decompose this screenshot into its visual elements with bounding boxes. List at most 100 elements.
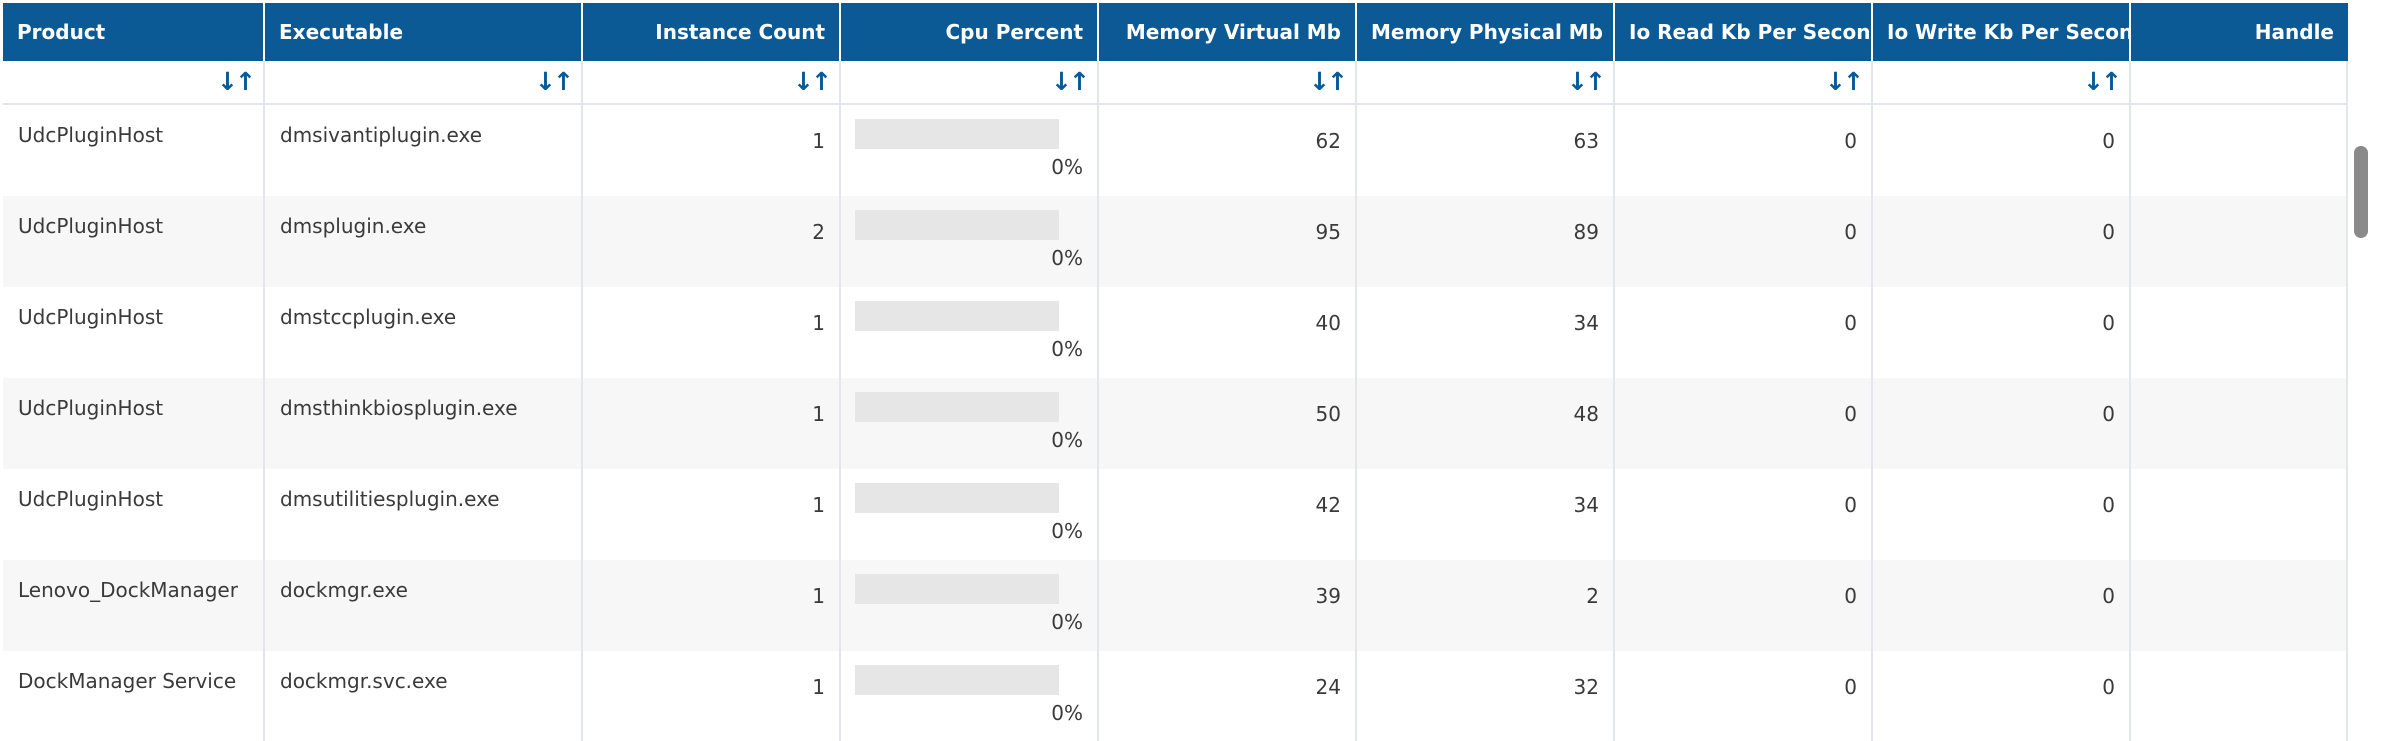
cell-cpu-percent: 0%	[841, 560, 1099, 651]
cpu-progress-bar	[855, 483, 1059, 513]
sort-cell-io-write-kb-per-second: ↓↑	[1873, 61, 2131, 103]
cell-io-read-kb-per-second: 0	[1615, 105, 1873, 196]
sort-cell-product: ↓↑	[3, 61, 265, 103]
cell-instance-count: 2	[583, 196, 841, 287]
cell-instance-count: 1	[583, 651, 841, 741]
column-header-product[interactable]: Product	[3, 3, 265, 61]
column-header-executable[interactable]: Executable	[265, 3, 583, 61]
cell-io-write-kb-per-second: 0	[1873, 651, 2131, 741]
sort-arrows-icon[interactable]: ↓↑	[1567, 67, 1606, 96]
cell-handle	[2131, 196, 2348, 287]
cell-executable: dockmgr.svc.exe	[265, 651, 583, 741]
cpu-percent-label: 0%	[1051, 701, 1083, 725]
scrollbar-thumb[interactable]	[2354, 146, 2368, 238]
table-row[interactable]: UdcPluginHost dmsivantiplugin.exe 1 0% 62 63 0…	[3, 105, 2348, 196]
cpu-percent-label: 0%	[1051, 610, 1083, 634]
cell-io-write-kb-per-second: 0	[1873, 560, 2131, 651]
sort-cell-executable: ↓↑	[265, 61, 583, 103]
cell-cpu-percent: 0%	[841, 196, 1099, 287]
cell-product: Lenovo_DockManager	[3, 560, 265, 651]
sort-cell-instance-count: ↓↑	[583, 61, 841, 103]
cell-memory-virtual-mb: 24	[1099, 651, 1357, 741]
cell-instance-count: 1	[583, 469, 841, 560]
cell-product: UdcPluginHost	[3, 105, 265, 196]
sort-arrows-icon[interactable]: ↓↑	[535, 67, 574, 96]
cpu-percent-label: 0%	[1051, 337, 1083, 361]
sort-cell-memory-physical-mb: ↓↑	[1357, 61, 1615, 103]
cell-memory-virtual-mb: 95	[1099, 196, 1357, 287]
cell-executable: dmsutilitiesplugin.exe	[265, 469, 583, 560]
cell-cpu-percent: 0%	[841, 651, 1099, 741]
cell-memory-physical-mb: 32	[1357, 651, 1615, 741]
table-row[interactable]: UdcPluginHost dmsplugin.exe 2 0% 95 89 0 0	[3, 196, 2348, 287]
cell-memory-virtual-mb: 39	[1099, 560, 1357, 651]
cell-cpu-percent: 0%	[841, 287, 1099, 378]
cell-io-read-kb-per-second: 0	[1615, 651, 1873, 741]
cell-io-read-kb-per-second: 0	[1615, 378, 1873, 469]
sort-arrows-icon[interactable]: ↓↑	[1309, 67, 1348, 96]
cell-memory-physical-mb: 63	[1357, 105, 1615, 196]
cell-product: UdcPluginHost	[3, 287, 265, 378]
cpu-progress-bar	[855, 210, 1059, 240]
cell-memory-virtual-mb: 50	[1099, 378, 1357, 469]
cell-cpu-percent: 0%	[841, 469, 1099, 560]
cell-io-write-kb-per-second: 0	[1873, 378, 2131, 469]
cell-cpu-percent: 0%	[841, 378, 1099, 469]
cell-executable: dmsivantiplugin.exe	[265, 105, 583, 196]
column-header-io-read-kb-per-second[interactable]: Io Read Kb Per Second	[1615, 3, 1873, 61]
column-header-handle[interactable]: Handle	[2254, 20, 2334, 44]
cell-executable: dmsplugin.exe	[265, 196, 583, 287]
sort-arrows-icon[interactable]: ↓↑	[793, 67, 832, 96]
cell-instance-count: 1	[583, 378, 841, 469]
cpu-progress-bar	[855, 119, 1059, 149]
sort-cell-handle	[2131, 61, 2348, 103]
cell-handle	[2131, 378, 2348, 469]
table-row[interactable]: UdcPluginHost dmsthinkbiosplugin.exe 1 0% 50…	[3, 378, 2348, 469]
table-row[interactable]: UdcPluginHost dmsutilitiesplugin.exe 1 0% 42…	[3, 469, 2348, 560]
cell-handle	[2131, 105, 2348, 196]
table-row[interactable]: DockManager Service dockmgr.svc.exe 1 0% 24 3…	[3, 651, 2348, 741]
cpu-progress-bar	[855, 392, 1059, 422]
cell-executable: dockmgr.exe	[265, 560, 583, 651]
cell-product: DockManager Service	[3, 651, 265, 741]
cell-executable: dmsthinkbiosplugin.exe	[265, 378, 583, 469]
cpu-percent-label: 0%	[1051, 428, 1083, 452]
cell-instance-count: 1	[583, 287, 841, 378]
sort-arrows-icon[interactable]: ↓↑	[217, 67, 256, 96]
grid-sort-row: ↓↑ ↓↑ ↓↑ ↓↑ ↓↑ ↓↑ ↓↑ ↓↑	[3, 61, 2348, 105]
column-header-memory-physical-mb[interactable]: Memory Physical Mb	[1357, 3, 1615, 61]
sort-arrows-icon[interactable]: ↓↑	[1051, 67, 1090, 96]
cell-io-write-kb-per-second: 0	[1873, 469, 2131, 560]
sort-arrows-icon[interactable]: ↓↑	[1825, 67, 1864, 96]
table-row[interactable]: UdcPluginHost dmstccplugin.exe 1 0% 40 34 0 0	[3, 287, 2348, 378]
cell-memory-virtual-mb: 42	[1099, 469, 1357, 560]
cell-handle	[2131, 560, 2348, 651]
cell-cpu-percent: 0%	[841, 105, 1099, 196]
cell-io-read-kb-per-second: 0	[1615, 196, 1873, 287]
column-header-cpu-percent[interactable]: Cpu Percent	[841, 3, 1099, 61]
column-header-instance-count[interactable]: Instance Count	[583, 3, 841, 61]
cell-product: UdcPluginHost	[3, 196, 265, 287]
cpu-progress-bar	[855, 665, 1059, 695]
cell-io-read-kb-per-second: 0	[1615, 287, 1873, 378]
cell-io-write-kb-per-second: 0	[1873, 105, 2131, 196]
grid-header-row: Product Executable Instance Count Cpu Perce…	[3, 3, 2348, 61]
cell-handle	[2131, 651, 2348, 741]
vertical-scrollbar[interactable]	[2348, 58, 2382, 741]
cell-product: UdcPluginHost	[3, 469, 265, 560]
cell-executable: dmstccplugin.exe	[265, 287, 583, 378]
cell-memory-virtual-mb: 40	[1099, 287, 1357, 378]
cpu-percent-label: 0%	[1051, 246, 1083, 270]
column-header-io-write-kb-per-second[interactable]: Io Write Kb Per Second	[1873, 3, 2131, 61]
process-grid: Product Executable Instance Count Cpu Perce…	[3, 3, 2348, 741]
cell-handle	[2131, 287, 2348, 378]
sort-arrows-icon[interactable]: ↓↑	[2083, 67, 2122, 96]
cell-memory-physical-mb: 48	[1357, 378, 1615, 469]
cell-io-write-kb-per-second: 0	[1873, 196, 2131, 287]
cpu-progress-bar	[855, 574, 1059, 604]
cell-io-write-kb-per-second: 0	[1873, 287, 2131, 378]
table-row[interactable]: Lenovo_DockManager dockmgr.exe 1 0% 39 2 0 0	[3, 560, 2348, 651]
column-header-memory-virtual-mb[interactable]: Memory Virtual Mb	[1099, 3, 1357, 61]
cpu-progress-bar	[855, 301, 1059, 331]
cpu-percent-label: 0%	[1051, 155, 1083, 179]
